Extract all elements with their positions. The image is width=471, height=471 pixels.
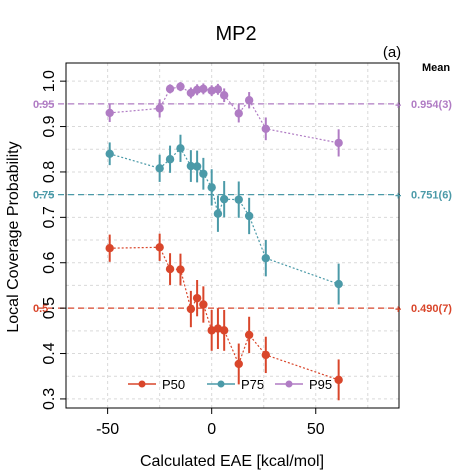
y-tick-label: 0.7 bbox=[41, 206, 58, 228]
data-point-p75 bbox=[192, 162, 202, 171]
data-point-p75 bbox=[334, 279, 343, 289]
mean-label-p50: 0.490(7) bbox=[411, 303, 452, 315]
mean-marker-p50: + bbox=[395, 304, 401, 316]
data-point-p75 bbox=[199, 169, 208, 178]
mean-header: Mean bbox=[422, 62, 450, 74]
mean-marker-p75: + bbox=[395, 191, 401, 203]
legend-marker-p95 bbox=[285, 380, 293, 388]
data-point-p75 bbox=[261, 253, 270, 263]
series-p95 bbox=[105, 82, 343, 157]
data-point-p50 bbox=[244, 330, 254, 340]
y-tick-label: 0.5 bbox=[41, 297, 58, 319]
data-point-p75 bbox=[165, 155, 175, 164]
legend-marker-p50 bbox=[138, 380, 146, 388]
data-point-p75 bbox=[207, 183, 216, 192]
y-axis: 0.3 0.4 0.5 0.6 0.7 0.8 0.9 1.0 bbox=[41, 70, 66, 410]
x-axis: -50 0 50 bbox=[96, 408, 325, 438]
x-tick-label: 50 bbox=[307, 421, 325, 438]
data-point-p50 bbox=[334, 375, 343, 385]
data-point-p50 bbox=[176, 265, 185, 274]
legend-marker-p75 bbox=[217, 380, 225, 388]
y-tick-label: 0.9 bbox=[41, 115, 58, 137]
y-tick-label: 0.6 bbox=[41, 252, 58, 274]
x-axis-title: Calculated EAE [kcal/mol] bbox=[140, 453, 324, 470]
data-point-p75 bbox=[105, 149, 114, 158]
data-point-p95 bbox=[105, 108, 114, 118]
data-point-p95 bbox=[165, 84, 175, 94]
panel-label: (a) bbox=[383, 44, 401, 61]
data-point-p95 bbox=[192, 85, 202, 94]
data-point-p50 bbox=[219, 326, 229, 335]
data-point-p95 bbox=[244, 96, 254, 105]
data-point-p50 bbox=[105, 244, 114, 253]
legend-label-p75: P75 bbox=[241, 377, 264, 392]
y-tick-label: 0.8 bbox=[41, 161, 58, 183]
x-tick-label: 0 bbox=[207, 421, 216, 438]
data-point-p95 bbox=[176, 82, 185, 91]
mean-label-p75: 0.751(6) bbox=[411, 190, 452, 202]
data-point-p75 bbox=[234, 195, 243, 204]
data-point-p95 bbox=[155, 104, 164, 113]
mean-marker-p95: + bbox=[395, 100, 401, 112]
series-line-p50 bbox=[109, 246, 339, 381]
series-p75 bbox=[105, 134, 343, 305]
target-label-p95: 0.95 bbox=[33, 99, 54, 111]
data-point-p95 bbox=[219, 91, 229, 100]
x-tick-label: -50 bbox=[96, 421, 119, 438]
target-label-p50: 0.5 bbox=[33, 303, 48, 315]
data-point-p75 bbox=[219, 194, 229, 204]
data-point-p95 bbox=[186, 88, 196, 98]
mean-label-p95: 0.954(3) bbox=[411, 99, 452, 111]
grid-lines bbox=[66, 63, 399, 408]
y-tick-label: 0.3 bbox=[41, 388, 58, 410]
data-point-p95 bbox=[334, 138, 343, 148]
legend: P50 P75 P95 bbox=[128, 377, 332, 392]
target-label-p75: 0.75 bbox=[33, 190, 54, 202]
data-point-p95 bbox=[261, 124, 270, 134]
data-point-p75 bbox=[213, 209, 223, 218]
data-point-p50 bbox=[165, 264, 175, 274]
y-tick-label: 0.4 bbox=[41, 342, 58, 364]
data-point-p75 bbox=[155, 164, 164, 173]
legend-label-p50: P50 bbox=[162, 377, 185, 392]
data-point-p95 bbox=[234, 109, 243, 118]
data-point-p95 bbox=[207, 86, 216, 95]
data-point-p50 bbox=[155, 243, 164, 252]
data-point-p50 bbox=[199, 300, 208, 309]
data-point-p50 bbox=[234, 359, 243, 369]
data-point-p50 bbox=[186, 304, 196, 314]
data-point-p50 bbox=[261, 350, 270, 360]
data-series bbox=[105, 82, 343, 401]
data-point-p95 bbox=[199, 84, 208, 94]
series-p50 bbox=[105, 233, 343, 401]
legend-label-p95: P95 bbox=[309, 377, 332, 392]
chart-title: MP2 bbox=[215, 23, 256, 45]
plot-frame bbox=[65, 62, 400, 409]
data-point-p95 bbox=[213, 85, 223, 94]
y-axis-title: Local Coverage Probability bbox=[5, 141, 22, 332]
data-point-p75 bbox=[244, 211, 254, 221]
data-point-p75 bbox=[186, 161, 196, 171]
data-point-p50 bbox=[192, 293, 202, 303]
y-tick-label: 1.0 bbox=[41, 70, 58, 92]
data-point-p75 bbox=[176, 144, 185, 153]
mean-labels: +0.490(7) + 0.751(6) + 0.954(3) bbox=[395, 99, 452, 316]
reference-lines: 0.5 0.75 0.95 bbox=[33, 99, 400, 315]
